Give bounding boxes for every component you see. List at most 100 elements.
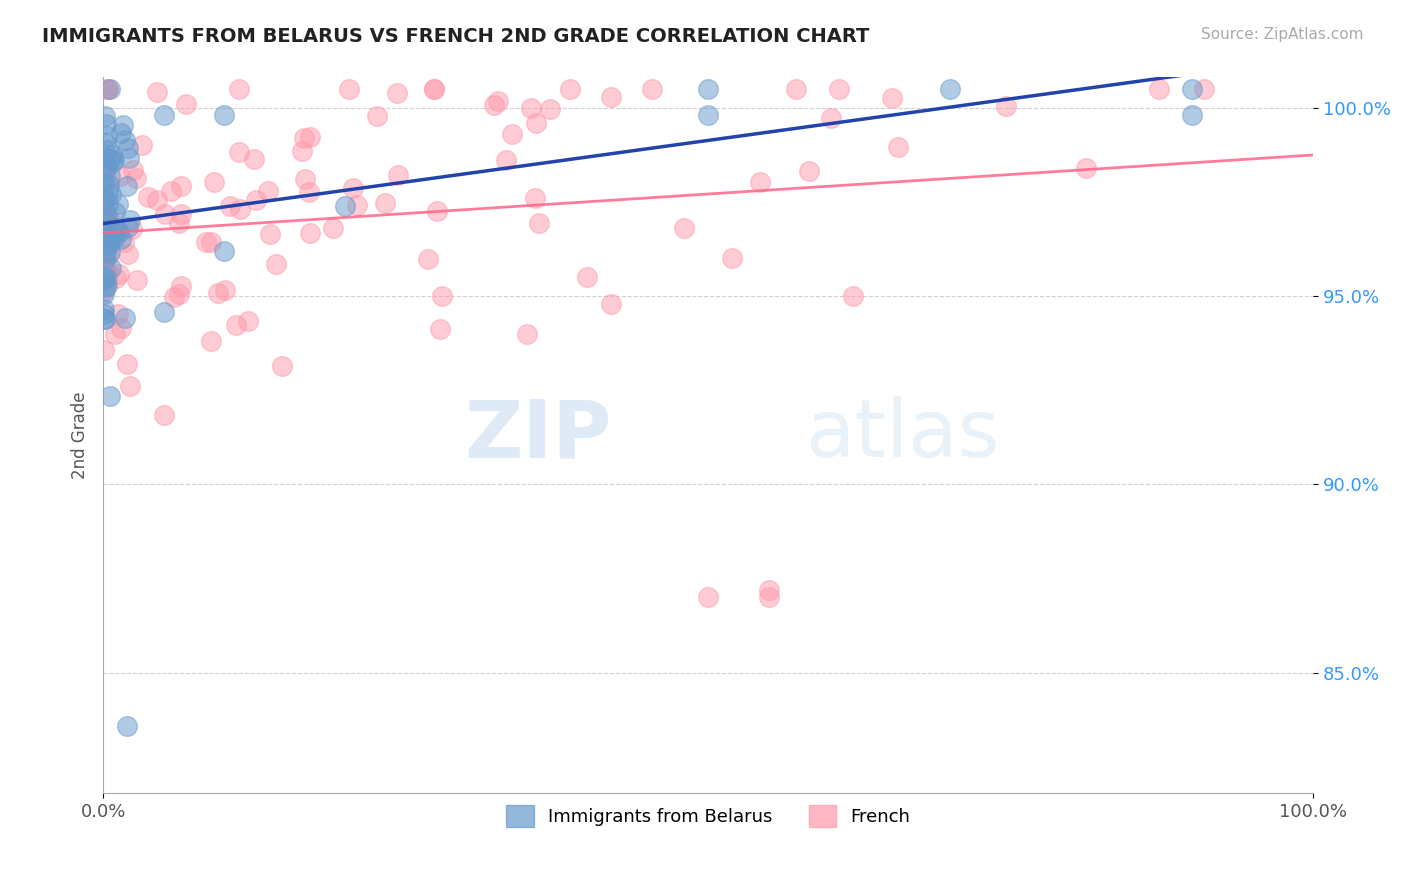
Point: [167, 216, 190, 230]
Point: [93, 109, 115, 123]
Point: [153, 408, 176, 422]
Point: [93, 273, 115, 287]
Point: [96, 81, 118, 95]
Point: [117, 219, 139, 234]
Point: [94, 246, 117, 260]
Point: [93, 254, 115, 268]
Point: [257, 184, 280, 198]
Point: [174, 97, 197, 112]
Point: [114, 310, 136, 325]
Text: Source: ZipAtlas.com: Source: ZipAtlas.com: [1201, 27, 1364, 42]
Point: [245, 193, 267, 207]
Point: [104, 205, 127, 219]
Point: [366, 109, 388, 123]
Point: [96, 265, 118, 279]
Point: [94, 117, 117, 131]
Text: IMMIGRANTS FROM BELARUS VS FRENCH 2ND GRADE CORRELATION CHART: IMMIGRANTS FROM BELARUS VS FRENCH 2ND GR…: [42, 27, 869, 45]
Point: [105, 220, 128, 235]
Text: ZIP: ZIP: [464, 396, 612, 475]
Point: [160, 184, 183, 198]
Point: [758, 591, 780, 605]
Point: [110, 320, 132, 334]
Y-axis label: 2nd Grade: 2nd Grade: [72, 392, 89, 479]
Point: [387, 87, 409, 101]
Point: [212, 244, 235, 259]
Point: [429, 322, 451, 336]
Point: [94, 280, 117, 294]
Point: [599, 90, 621, 104]
Point: [93, 307, 115, 321]
Point: [114, 133, 136, 147]
Point: [387, 168, 409, 182]
Point: [264, 257, 287, 271]
Point: [880, 91, 903, 105]
Point: [207, 286, 229, 301]
Point: [169, 178, 191, 193]
Point: [423, 81, 446, 95]
Point: [346, 198, 368, 212]
Point: [1181, 81, 1204, 95]
Point: [194, 235, 217, 250]
Point: [294, 172, 316, 186]
Point: [641, 81, 664, 95]
Point: [93, 190, 115, 204]
Point: [152, 108, 174, 122]
Point: [98, 388, 121, 402]
Point: [98, 178, 121, 192]
Point: [697, 108, 720, 122]
Point: [131, 137, 153, 152]
Point: [228, 81, 250, 95]
Point: [117, 151, 139, 165]
Point: [118, 213, 141, 227]
Point: [94, 222, 117, 236]
Point: [785, 81, 807, 95]
Point: [416, 252, 439, 267]
Point: [758, 582, 780, 597]
Point: [108, 169, 131, 184]
Point: [96, 209, 118, 223]
Point: [97, 238, 120, 252]
Point: [482, 98, 505, 112]
Point: [516, 326, 538, 341]
Point: [93, 312, 115, 326]
Point: [93, 284, 115, 298]
Point: [524, 116, 547, 130]
Point: [994, 99, 1017, 113]
Point: [100, 186, 122, 201]
Point: [828, 81, 851, 95]
Point: [117, 141, 139, 155]
Point: [98, 152, 121, 166]
Point: [523, 191, 546, 205]
Point: [93, 162, 115, 177]
Point: [93, 260, 115, 275]
Point: [117, 246, 139, 260]
Point: [103, 232, 125, 246]
Point: [426, 204, 449, 219]
Point: [94, 270, 117, 285]
Point: [558, 81, 581, 95]
Point: [298, 185, 321, 199]
Point: [167, 287, 190, 301]
Point: [98, 235, 121, 250]
Point: [94, 193, 117, 207]
Point: [98, 212, 121, 227]
Point: [200, 334, 222, 348]
Point: [236, 314, 259, 328]
Point: [219, 199, 242, 213]
Point: [486, 94, 509, 108]
Point: [93, 177, 115, 191]
Point: [697, 591, 720, 605]
Point: [93, 301, 115, 316]
Point: [422, 81, 444, 95]
Point: [170, 279, 193, 293]
Point: [886, 140, 908, 154]
Point: [110, 231, 132, 245]
Point: [842, 289, 865, 303]
Point: [96, 129, 118, 144]
Point: [146, 193, 169, 207]
Point: [93, 205, 115, 219]
Point: [97, 229, 120, 244]
Point: [108, 225, 131, 239]
Point: [97, 249, 120, 263]
Point: [96, 278, 118, 293]
